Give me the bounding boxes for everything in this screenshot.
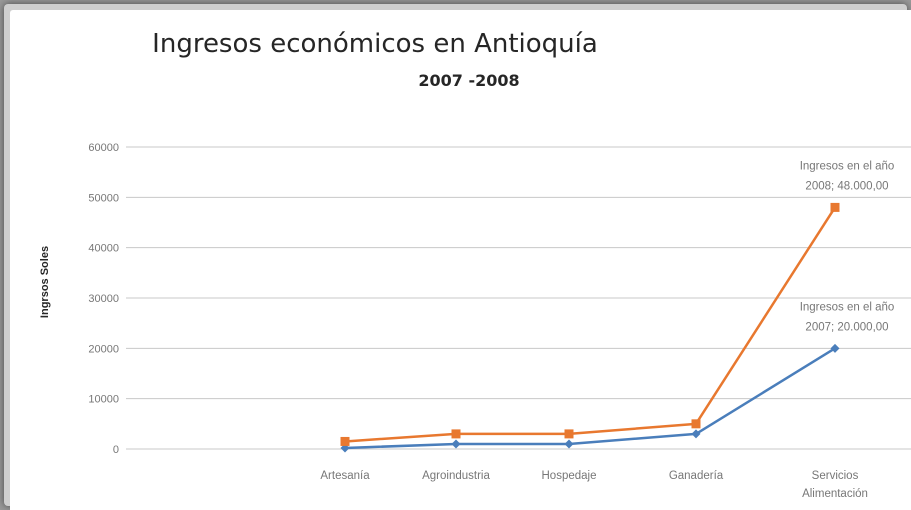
y-tick-label: 30000	[88, 293, 119, 305]
data-point-2008	[340, 436, 350, 446]
line-chart: Ingresos económicos en Antioquía 2007 -2…	[39, 29, 911, 500]
data-point-2007	[691, 429, 701, 439]
x-tick-label-line: Ganadería	[669, 470, 724, 482]
chart-card: Ingresos económicos en Antioquía 2007 -2…	[10, 10, 911, 510]
chart-subtitle: 2007 -2008	[418, 71, 519, 90]
series-line-2008	[344, 206, 837, 443]
x-tick-label: Artesanía	[320, 470, 370, 482]
x-tick-label: Ganadería	[669, 470, 724, 482]
x-tick-label-line: Servicios	[812, 470, 859, 482]
data-label-line: 2008; 48.000,00	[805, 180, 888, 192]
data-point-2007	[564, 439, 574, 449]
data-point-2008	[830, 202, 840, 212]
x-tick-label-line: Artesanía	[320, 470, 370, 482]
x-tick-label-line: Agroindustria	[422, 470, 490, 482]
y-tick-label: 20000	[88, 343, 119, 355]
y-tick-label: 50000	[88, 192, 119, 204]
data-point-2007	[830, 343, 840, 353]
data-point-2008	[691, 419, 701, 429]
x-tick-label: Hospedaje	[542, 470, 597, 482]
y-tick-label: 40000	[88, 243, 119, 255]
data-point-2008	[564, 429, 574, 439]
x-tick-label: Agroindustria	[422, 470, 490, 482]
y-axis-label: Ingrsos Soles	[39, 246, 51, 318]
data-label-line: 2007; 20.000,00	[805, 321, 888, 333]
x-tick-label-line: Hospedaje	[542, 470, 597, 482]
y-tick-label: 0	[113, 444, 119, 456]
x-tick-label-line: Alimentación	[802, 488, 868, 500]
data-point-2008	[451, 429, 461, 439]
chart-title: Ingresos económicos en Antioquía	[152, 29, 598, 59]
y-tick-label: 10000	[88, 394, 119, 406]
data-point-2007	[451, 439, 461, 449]
y-tick-label: 60000	[88, 142, 119, 154]
x-tick-label: Servicios Alimentación	[802, 470, 868, 500]
data-label-2008: Ingresos en el año 2008; 48.000,00	[800, 160, 895, 192]
data-label-line: Ingresos en el año	[800, 301, 895, 313]
data-label-line: Ingresos en el año	[800, 160, 895, 172]
data-label-2007: Ingresos en el año 2007; 20.000,00	[800, 301, 895, 333]
